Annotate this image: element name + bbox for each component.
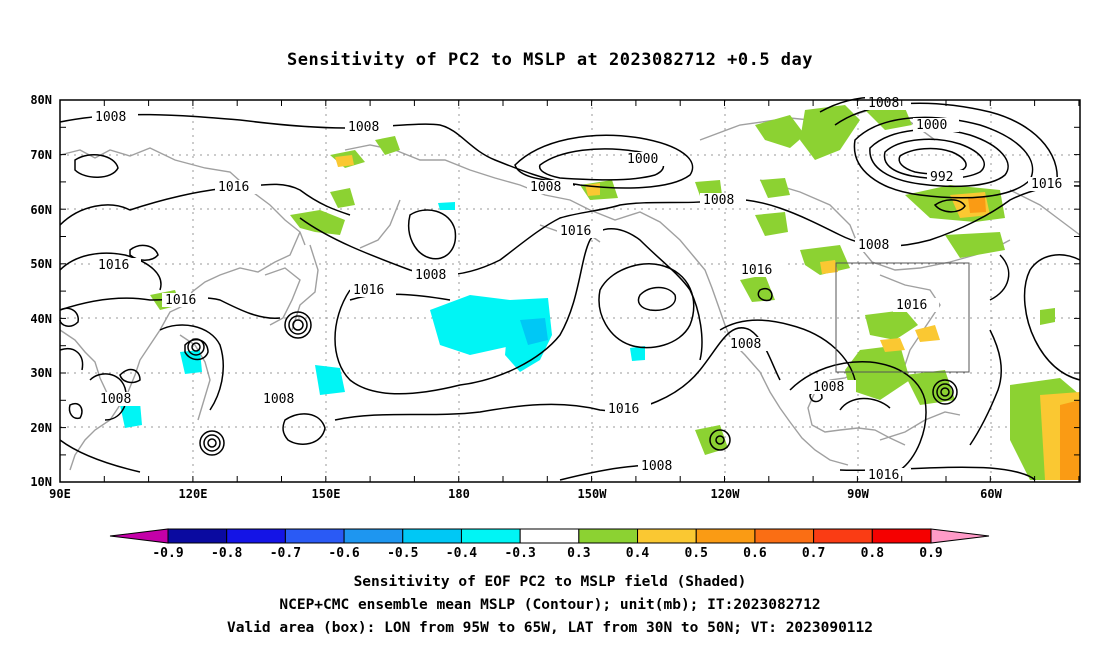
mslp-contours: [59, 96, 1081, 481]
colorbar-label: 0.3: [567, 546, 590, 561]
contour-label: 1008: [415, 268, 446, 283]
colorbar-end-low: [109, 528, 169, 544]
colorbar-cell: [813, 528, 873, 544]
contour-label: 1016: [353, 283, 384, 298]
colorbar-cell: [226, 528, 286, 544]
contour-label: 1016: [896, 298, 927, 313]
contour-label: 1016: [165, 293, 196, 308]
colorbar-cell: [402, 528, 462, 544]
lat-label: 50N: [30, 257, 52, 271]
contour-label: 1016: [1031, 177, 1062, 192]
colorbar-label: -0.8: [211, 546, 242, 561]
contour-label: 1016: [868, 468, 899, 483]
colorbar-cell: [695, 528, 756, 544]
lat-label: 40N: [30, 312, 52, 326]
contour-label: 1000: [627, 152, 658, 167]
lon-label: 150E: [312, 487, 341, 501]
colorbar-label: -0.9: [152, 546, 183, 561]
colorbar-label: 0.5: [684, 546, 707, 561]
lon-label: 90E: [49, 487, 71, 501]
colorbar-label: 0.9: [919, 546, 942, 561]
colorbar-label: -0.5: [387, 546, 418, 561]
colorbar-end-high: [930, 528, 990, 544]
contour-labels: 1008 1008 1008 1008 1008 1008 1008 1008 …: [92, 96, 1074, 483]
contour-label: 1008: [530, 180, 561, 195]
lat-label: 60N: [30, 203, 52, 217]
caption-line-1: Sensitivity of EOF PC2 to MSLP field (Sh…: [353, 574, 747, 590]
lat-label: 30N: [30, 366, 52, 380]
contour-label: 1016: [218, 180, 249, 195]
contour-label: 1008: [641, 459, 672, 474]
lon-labels: 90E 120E 150E 180 150W 120W 90W 60W: [49, 487, 1002, 501]
contour-label: 1016: [608, 402, 639, 417]
colorbar-cell: [754, 528, 815, 544]
colorbar-label: 0.4: [626, 546, 650, 561]
contour-label: 1016: [98, 258, 129, 273]
page-title: Sensitivity of PC2 to MSLP at 2023082712…: [286, 50, 813, 70]
contour-label: 1008: [263, 392, 294, 407]
lat-labels: 80N 70N 60N 50N 40N 30N 20N 10N: [30, 93, 52, 489]
lon-label: 90W: [847, 487, 869, 501]
caption-line-2: NCEP+CMC ensemble mean MSLP (Contour); u…: [279, 597, 821, 613]
lon-label: 150W: [578, 487, 608, 501]
lon-label: 120W: [711, 487, 741, 501]
map-gridlines: [60, 100, 1080, 482]
coastlines: [59, 109, 1081, 471]
lon-label: 120E: [179, 487, 208, 501]
colorbar-cell: [284, 528, 345, 544]
contour-label: 1008: [95, 110, 126, 125]
valid-area-box: [835, 262, 970, 373]
colorbar-label: -0.6: [328, 546, 359, 561]
colorbar-label: 0.7: [802, 546, 825, 561]
colorbar-label: 0.6: [743, 546, 767, 561]
colorbar: -0.9 -0.8 -0.7 -0.6 -0.5 -0.4 -0.3 0.3 0.4 0.5 0.6…: [109, 528, 990, 561]
colorbar-cell: [871, 528, 932, 544]
contour-label: 1008: [703, 193, 734, 208]
lat-label: 70N: [30, 148, 52, 162]
colorbar-label: -0.7: [270, 546, 301, 561]
caption-line-3: Valid area (box): LON from 95W to 65W, L…: [226, 620, 873, 636]
contour-label: 1008: [868, 96, 899, 111]
colorbar-cell: [578, 528, 639, 544]
colorbar-label: 0.8: [861, 546, 885, 561]
lat-label: 10N: [30, 475, 52, 489]
contour-label: 992: [930, 170, 953, 185]
contour-label: 1016: [741, 263, 772, 278]
lon-label: 60W: [980, 487, 1002, 501]
lat-label: 80N: [30, 93, 52, 107]
colorbar-cell: [343, 528, 404, 544]
contour-label: 1008: [813, 380, 844, 395]
map-frame: [59, 99, 1081, 483]
colorbar-label: -0.3: [504, 546, 535, 561]
lon-label: 180: [448, 487, 470, 501]
contour-label: 1008: [730, 337, 761, 352]
contour-label: 1016: [560, 224, 591, 239]
colorbar-cell: [460, 528, 521, 544]
colorbar-label: -0.4: [446, 546, 477, 561]
contour-label: 1008: [858, 238, 889, 253]
lat-label: 20N: [30, 421, 52, 435]
colorbar-cell: [167, 528, 228, 544]
contour-label: 1008: [100, 392, 131, 407]
colorbar-cell: [519, 528, 580, 544]
contour-label: 1000: [916, 118, 947, 133]
contour-label: 1008: [348, 120, 379, 135]
colorbar-cell: [637, 528, 697, 544]
